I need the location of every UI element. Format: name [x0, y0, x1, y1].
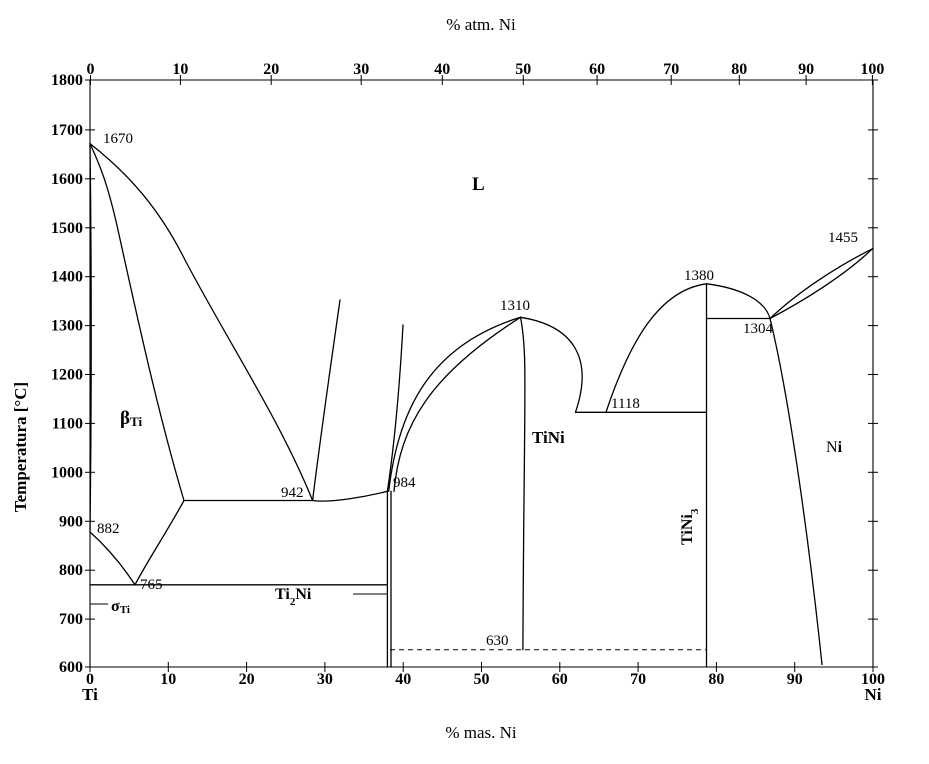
- svg-text:Ni: Ni: [826, 439, 843, 456]
- svg-text:% mas. Ni: % mas. Ni: [445, 723, 517, 742]
- svg-text:TiNi: TiNi: [532, 428, 565, 447]
- svg-text:10: 10: [172, 61, 188, 78]
- svg-text:Ti2Ni: Ti2Ni: [275, 586, 312, 608]
- svg-text:% atm. Ni: % atm. Ni: [446, 15, 516, 34]
- svg-text:1304: 1304: [743, 321, 774, 337]
- svg-text:1310: 1310: [500, 298, 530, 314]
- svg-text:100: 100: [860, 61, 884, 78]
- svg-text:1670: 1670: [103, 131, 133, 147]
- svg-text:σTi: σTi: [111, 598, 130, 616]
- svg-text:800: 800: [59, 562, 83, 579]
- svg-text:40: 40: [434, 61, 450, 78]
- svg-text:1800: 1800: [51, 72, 83, 89]
- svg-text:60: 60: [589, 61, 605, 78]
- svg-text:1300: 1300: [51, 318, 83, 335]
- svg-text:984: 984: [393, 475, 416, 491]
- svg-text:1455: 1455: [828, 230, 858, 246]
- svg-text:20: 20: [239, 671, 255, 688]
- svg-text:1200: 1200: [51, 367, 83, 384]
- svg-text:40: 40: [395, 671, 411, 688]
- svg-text:1600: 1600: [51, 171, 83, 188]
- svg-text:630: 630: [486, 633, 509, 649]
- svg-text:1700: 1700: [51, 122, 83, 139]
- svg-text:90: 90: [798, 61, 814, 78]
- svg-text:50: 50: [515, 61, 531, 78]
- svg-text:600: 600: [59, 659, 83, 676]
- svg-text:60: 60: [552, 671, 568, 688]
- svg-text:0: 0: [87, 61, 95, 78]
- svg-text:80: 80: [731, 61, 747, 78]
- svg-text:Temperatura [°C]: Temperatura [°C]: [11, 382, 30, 512]
- svg-text:1000: 1000: [51, 464, 83, 481]
- svg-text:1380: 1380: [684, 268, 714, 284]
- svg-text:βTi: βTi: [120, 408, 142, 429]
- svg-text:765: 765: [140, 577, 163, 593]
- svg-text:90: 90: [787, 671, 803, 688]
- svg-text:30: 30: [353, 61, 369, 78]
- svg-text:1118: 1118: [611, 396, 640, 412]
- svg-text:10: 10: [160, 671, 176, 688]
- svg-text:900: 900: [59, 513, 83, 530]
- svg-text:882: 882: [97, 521, 120, 537]
- svg-text:Ti: Ti: [82, 685, 98, 704]
- svg-text:942: 942: [281, 485, 304, 501]
- svg-text:TiNi3: TiNi3: [679, 508, 701, 545]
- svg-text:70: 70: [630, 671, 646, 688]
- svg-text:1100: 1100: [52, 415, 83, 432]
- svg-text:700: 700: [59, 611, 83, 628]
- svg-text:1500: 1500: [51, 220, 83, 237]
- svg-text:80: 80: [708, 671, 724, 688]
- svg-text:70: 70: [663, 61, 679, 78]
- svg-text:30: 30: [317, 671, 333, 688]
- svg-text:Ni: Ni: [865, 685, 882, 704]
- svg-text:1400: 1400: [51, 269, 83, 286]
- svg-text:50: 50: [474, 671, 490, 688]
- svg-text:L: L: [472, 174, 485, 195]
- svg-text:20: 20: [263, 61, 279, 78]
